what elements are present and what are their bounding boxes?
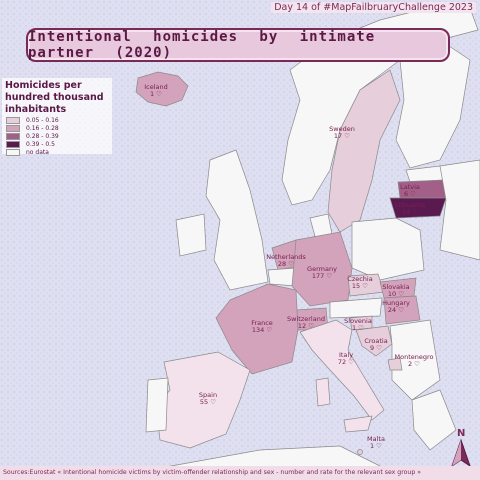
legend-item: 0.28 - 0.39: [2, 132, 112, 140]
north-arrow: N: [446, 428, 476, 468]
page-title: Intentional homicides by intimate partne…: [28, 29, 376, 61]
north-letter: N: [457, 428, 466, 439]
label-germany: Germany 177 ♡: [307, 265, 337, 280]
country-hungary: [383, 295, 421, 325]
country-sicily: [343, 415, 373, 433]
label-spain: Spain 55 ♡: [198, 391, 218, 406]
country-greece: [411, 389, 457, 451]
compass-arrow-icon: [451, 438, 471, 468]
legend-title: Homicides per hundred thousand inhabitan…: [5, 80, 104, 115]
country-france: [215, 283, 299, 375]
country-belarus: [439, 159, 480, 261]
country-italy: [299, 319, 385, 421]
legend-swatch: [6, 148, 20, 156]
legend-item: no data: [2, 148, 112, 156]
label-italy: Italy 72 ♡: [337, 351, 355, 366]
legend-swatch: [6, 140, 20, 148]
legend: Homicides per hundred thousand inhabitan…: [2, 78, 112, 156]
sources-note: Sources:Eurostat « Intentional homicide …: [0, 466, 480, 480]
legend-swatch: [6, 116, 20, 124]
country-croatia: [355, 325, 393, 357]
legend-item: 0.05 - 0.16: [2, 116, 112, 124]
country-uk: [205, 149, 269, 291]
legend-label: no data: [26, 148, 49, 156]
label-lithuania: Lithuania 14 ♡: [394, 201, 426, 216]
country-finland: [395, 39, 471, 169]
country-sardinia: [315, 377, 331, 407]
label-slovenia: Slovenia 1 ♡: [344, 317, 372, 332]
legend-label: 0.28 - 0.39: [26, 132, 59, 140]
label-slovakia: Slovakia 10 ♡: [382, 283, 410, 298]
label-czechia: Czechia 15 ♡: [347, 275, 373, 290]
country-poland: [351, 217, 425, 281]
legend-label: 0.05 - 0.16: [26, 116, 59, 124]
label-latvia: Latvia 6 ♡: [400, 183, 420, 198]
label-montenegro: Montenegro 2 ♡: [394, 353, 434, 368]
challenge-tag: Day 14 of #MapFailbruaryChallenge 2023: [271, 2, 476, 13]
legend-item: 0.16 - 0.28: [2, 124, 112, 132]
label-iceland: Iceland 1 ♡: [144, 83, 168, 98]
label-france: France 134 ♡: [251, 319, 273, 334]
label-sweden: Sweden 17 ♡: [329, 125, 355, 140]
label-malta: Malta 1 ♡: [367, 435, 385, 450]
legend-swatch: [6, 132, 20, 140]
label-netherlands: Netherlands 28 ♡: [266, 253, 306, 268]
legend-label: 0.39 - 0.5: [26, 140, 55, 148]
country-lithuania: [389, 197, 447, 219]
country-montenegro: [387, 357, 403, 371]
country-germany: [291, 231, 353, 307]
country-belgium: [267, 267, 297, 287]
country-malta: [357, 449, 363, 455]
label-croatia: Croatia 9 ♡: [364, 337, 388, 352]
label-hungary: Hungary 24 ♡: [382, 299, 410, 314]
legend-swatch: [6, 124, 20, 132]
legend-items: 0.05 - 0.16 0.16 - 0.28 0.28 - 0.39 0.39 - …: [2, 116, 112, 156]
country-portugal: [145, 377, 169, 433]
label-switzerland: Switzerland 12 ♡: [287, 315, 325, 330]
legend-item: 0.39 - 0.5: [2, 140, 112, 148]
country-ireland: [175, 213, 207, 257]
title-box: Intentional homicides by intimate partne…: [26, 28, 450, 62]
country-sweden: [327, 69, 401, 233]
country-austria: [329, 297, 383, 319]
country-iceland: [135, 71, 189, 107]
legend-label: 0.16 - 0.28: [26, 124, 59, 132]
